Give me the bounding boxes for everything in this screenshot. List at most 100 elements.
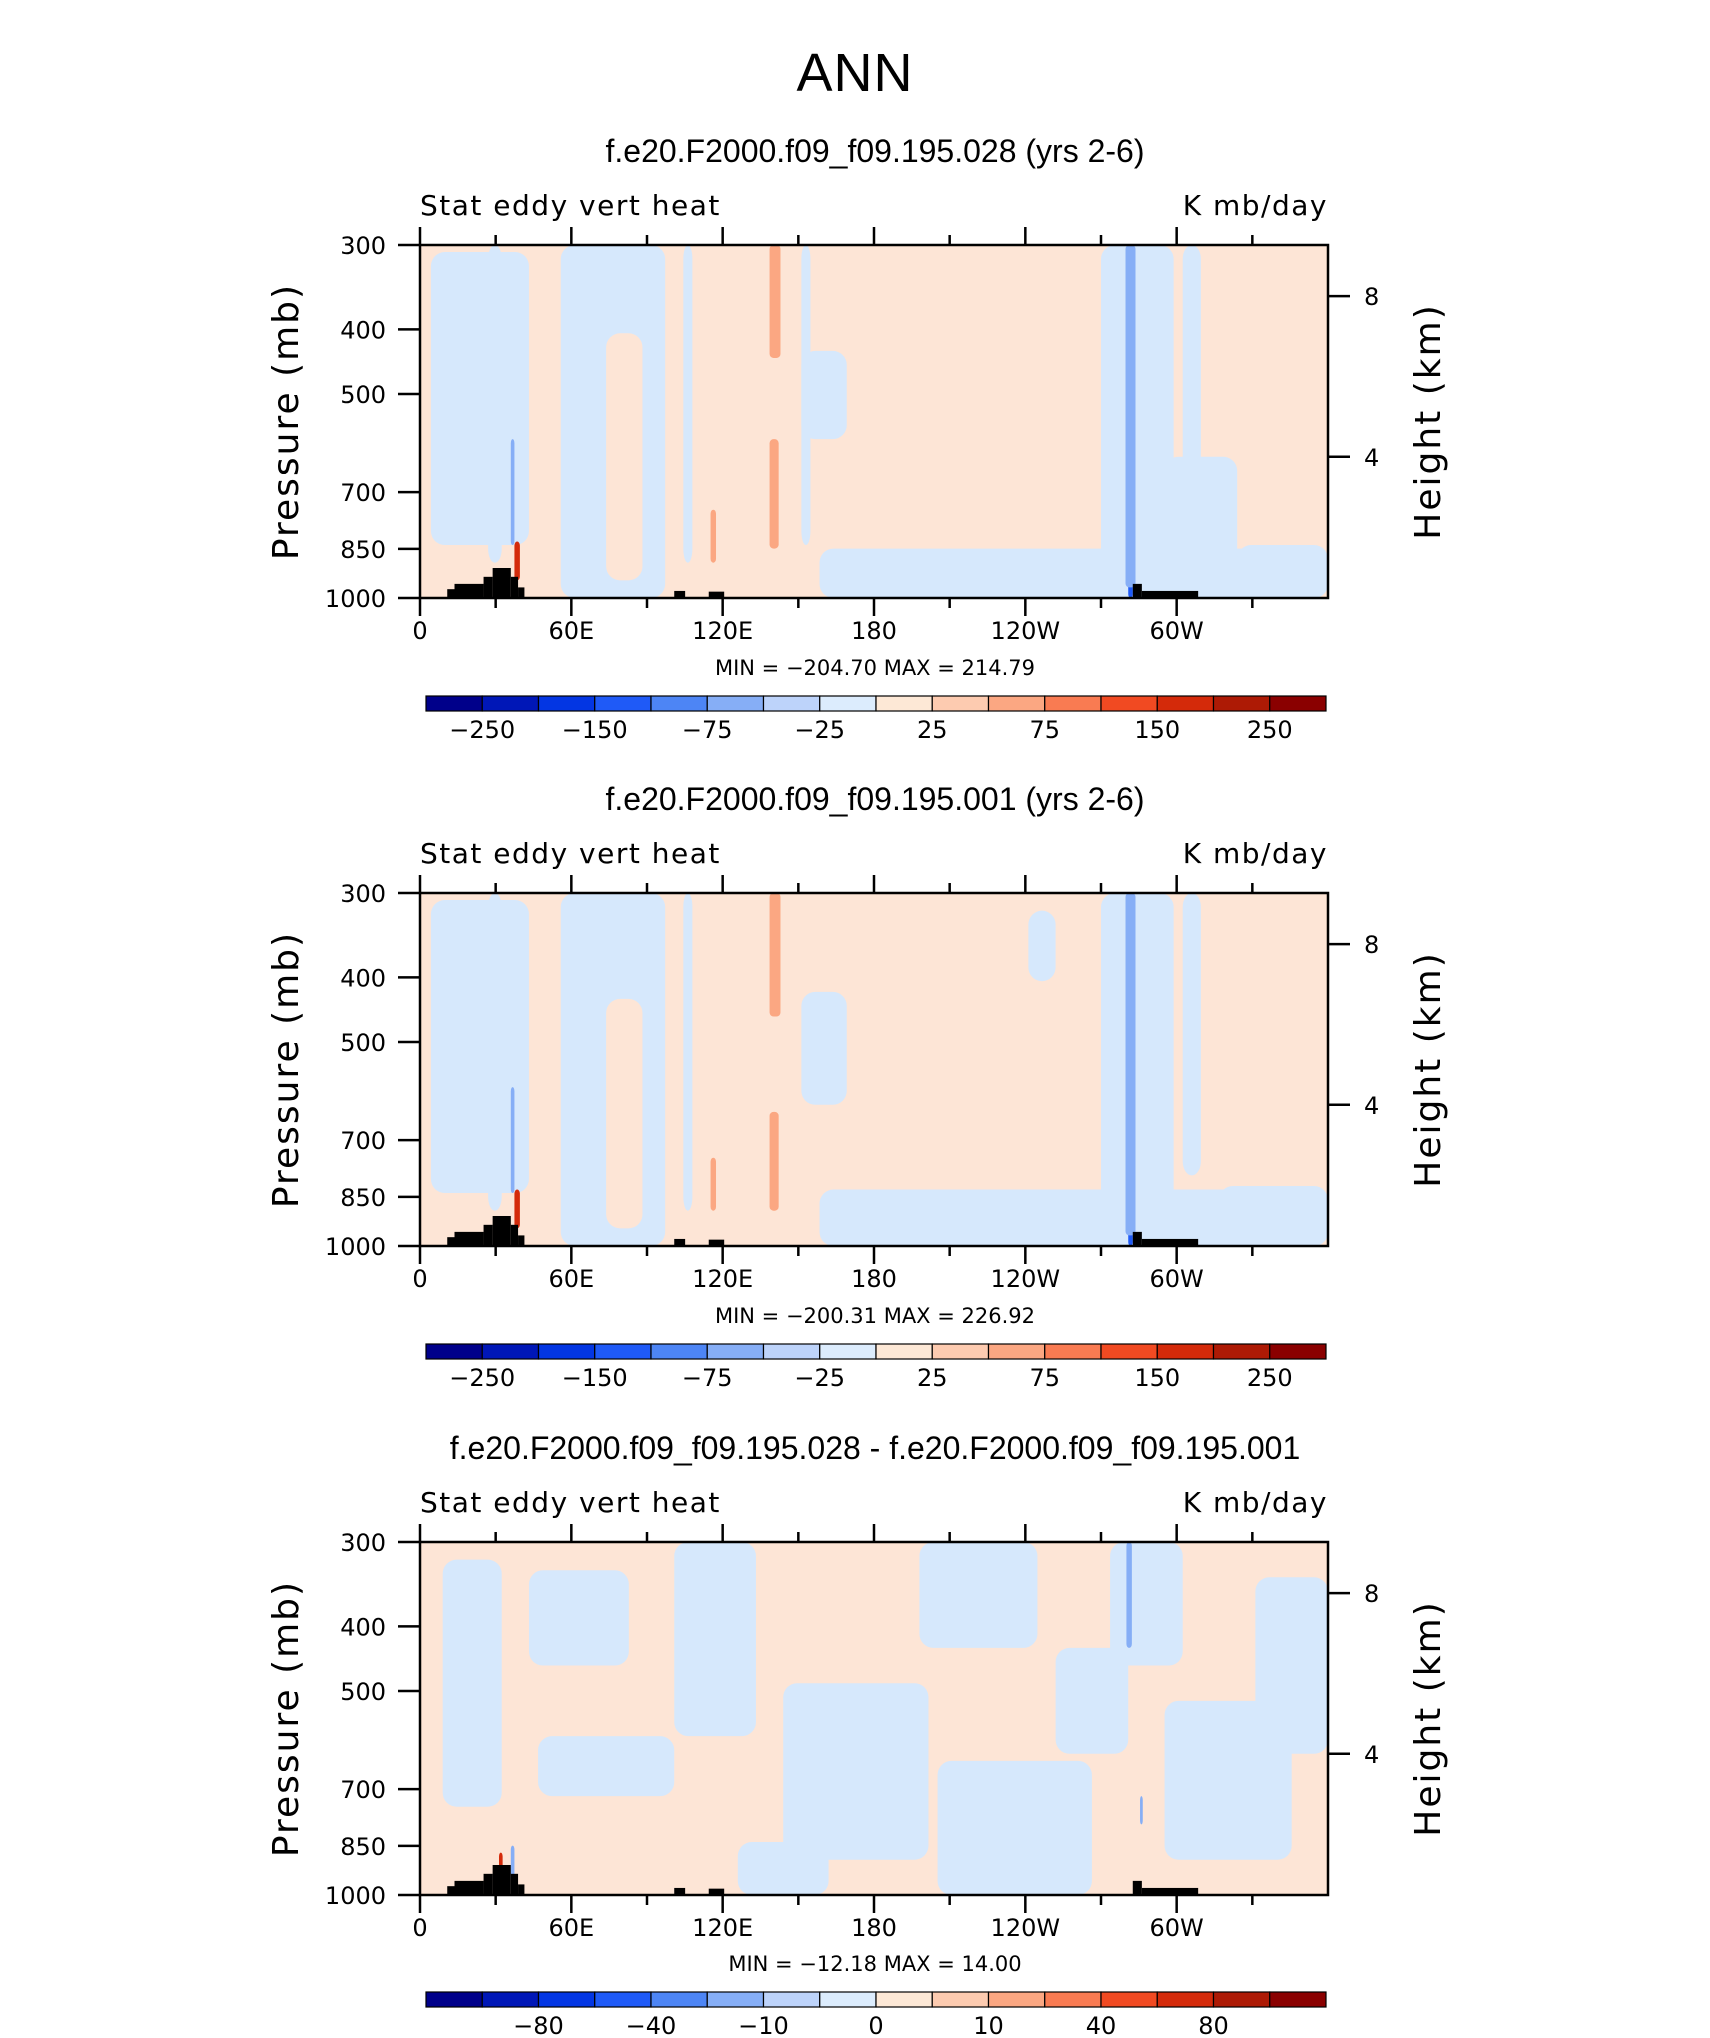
- contour-band: [1140, 1796, 1143, 1825]
- chart-title: f.e20.F2000.f09_f09.195.028 (yrs 2-6): [605, 133, 1144, 169]
- colorbar-label: −10: [738, 2012, 789, 2038]
- chart-subtitle-left: Stat eddy vert heat: [420, 1486, 721, 1519]
- y-axis-label-right: Height (km): [1408, 303, 1449, 539]
- contour-band: [510, 439, 515, 546]
- contour-region: [919, 1542, 1038, 1648]
- chart-units: K mb/day: [1183, 837, 1328, 870]
- contour-band: [1125, 245, 1136, 588]
- colorbar-box: [706, 1343, 765, 1360]
- y-axis-label-right: Height (km): [1408, 951, 1449, 1187]
- y-axis-label-right: Height (km): [1408, 1600, 1449, 1836]
- topography-block: [1141, 590, 1199, 598]
- contour-region: [783, 1683, 929, 1860]
- colorbar-box: [706, 695, 765, 712]
- colorbar-box: [537, 1343, 596, 1360]
- min-max-stats: MIN = −12.18 MAX = 14.00: [728, 1952, 1021, 1976]
- topography-block: [708, 1239, 725, 1246]
- colorbar-label: 25: [917, 1364, 948, 1392]
- contour-region: [1182, 245, 1201, 510]
- x-tick-label: 120E: [692, 1265, 753, 1293]
- contour-region: [430, 900, 529, 1194]
- contour-region: [937, 1760, 1092, 1895]
- y-tick-label: 850: [340, 1833, 386, 1861]
- contour-band: [769, 1111, 779, 1211]
- topography-block: [518, 1884, 525, 1895]
- y-tick-label: 1000: [325, 1233, 386, 1261]
- colorbar-box: [1044, 1343, 1102, 1360]
- colorbar-box: [481, 1991, 540, 2008]
- y-tick-label: 300: [340, 232, 386, 260]
- topography-block: [674, 590, 686, 598]
- topography-block: [518, 1235, 525, 1246]
- figure-title: ANN: [796, 43, 914, 103]
- topography-block: [1132, 1880, 1142, 1895]
- colorbar-label: −75: [682, 1364, 733, 1392]
- colorbar-box: [1100, 1991, 1158, 2008]
- colorbar-box: [931, 1991, 990, 2008]
- x-tick-label: 120W: [991, 617, 1061, 645]
- contour-region: [1101, 893, 1174, 1246]
- x-tick-label: 120W: [991, 1265, 1061, 1293]
- contour-band: [510, 1087, 515, 1194]
- topography-block: [1132, 583, 1142, 598]
- y-right-tick-label: 8: [1364, 1580, 1379, 1608]
- x-tick-label: 60W: [1150, 617, 1204, 645]
- colorbar-box: [650, 695, 708, 712]
- x-tick-label: 180: [851, 1914, 897, 1942]
- topography-block: [447, 1886, 461, 1895]
- topography-block: [708, 1888, 725, 1895]
- y-right-tick-label: 4: [1364, 1092, 1379, 1120]
- colorbar-label: −40: [626, 2012, 677, 2038]
- colorbar-label: −80: [513, 2012, 564, 2038]
- chart-units: K mb/day: [1183, 189, 1328, 222]
- colorbar-box: [481, 695, 540, 712]
- x-tick-label: 60E: [548, 1914, 594, 1942]
- contour-region: [528, 1570, 629, 1666]
- contour-band: [769, 245, 781, 358]
- colorbar: −250 −150 −75 −25 25 75 150 250: [425, 695, 1327, 744]
- topography-block: [708, 591, 725, 598]
- x-tick-label: 120E: [692, 1914, 753, 1942]
- colorbar-box: [537, 695, 596, 712]
- y-tick-label: 400: [340, 1613, 386, 1641]
- colorbar-label: −250: [449, 1364, 515, 1392]
- colorbar-box: [875, 1991, 933, 2008]
- contour-band: [710, 1157, 717, 1211]
- colorbar-label: 40: [1086, 2012, 1117, 2038]
- colorbar-box: [425, 695, 483, 712]
- y-axis-label: Pressure (mb): [266, 931, 307, 1208]
- colorbar-box: [537, 1991, 596, 2008]
- contour-region: [1028, 910, 1056, 982]
- contour-region: [801, 350, 847, 440]
- contour-region: [1055, 1647, 1129, 1754]
- colorbar-box: [1269, 1991, 1327, 2008]
- y-right-tick-label: 8: [1364, 931, 1379, 959]
- y-right-tick-label: 4: [1364, 444, 1379, 472]
- y-axis-label: Pressure (mb): [266, 283, 307, 560]
- colorbar: −250 −150 −75 −25 25 75 150 250: [425, 1343, 1327, 1392]
- plot-area: [418, 243, 1330, 600]
- contour-region: [430, 252, 529, 546]
- contour-band: [514, 541, 520, 581]
- chart-panel-2: f.e20.F2000.f09_f09.195.001 (yrs 2-6) Sta…: [266, 781, 1449, 1392]
- topography-block: [492, 1215, 511, 1246]
- y-tick-label: 700: [340, 1127, 386, 1155]
- colorbar-box: [1269, 695, 1327, 712]
- colorbar-box: [1212, 1991, 1271, 2008]
- contour-region: [1237, 545, 1328, 598]
- topography-block: [1141, 1238, 1199, 1246]
- topography-block: [518, 587, 525, 598]
- contour-band: [510, 1845, 515, 1878]
- contour-region: [1182, 893, 1201, 1176]
- colorbar-box: [819, 1343, 877, 1360]
- colorbar-label: 10: [973, 2012, 1004, 2038]
- colorbar-box: [1100, 695, 1158, 712]
- colorbar-label: −150: [562, 716, 628, 744]
- y-tick-label: 850: [340, 536, 386, 564]
- contour-region: [538, 1736, 675, 1797]
- colorbar-label: 80: [1198, 2012, 1229, 2038]
- contour-region: [1164, 456, 1238, 598]
- x-tick-label: 60W: [1150, 1265, 1204, 1293]
- colorbar-label: −150: [562, 1364, 628, 1392]
- topography-block: [454, 1231, 484, 1246]
